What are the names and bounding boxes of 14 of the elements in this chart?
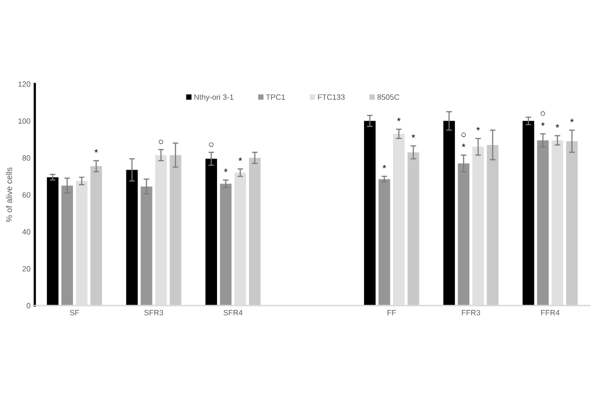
data-label: ○ * xyxy=(540,111,546,126)
y-axis-title: % of alive cells xyxy=(6,168,12,222)
data-label: * xyxy=(412,134,416,138)
data-label: * xyxy=(238,157,242,161)
data-label: * xyxy=(397,118,401,122)
data-label: * xyxy=(382,164,386,168)
data-label: ○ * xyxy=(461,132,466,148)
data-label: * xyxy=(94,149,98,153)
data-label: * xyxy=(570,118,574,122)
data-label: * xyxy=(224,168,228,172)
data-label: * xyxy=(476,126,480,130)
data-label: ○ xyxy=(209,142,214,147)
data-label: ○ xyxy=(158,140,164,144)
data-label: * xyxy=(556,124,560,128)
